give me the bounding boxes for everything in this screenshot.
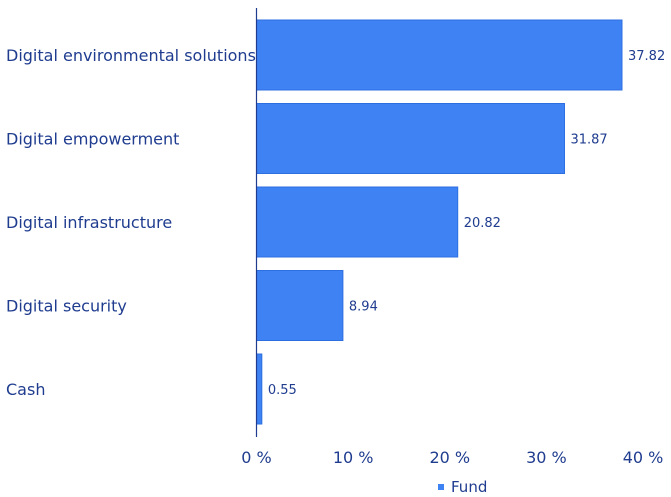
legend-label-fund: Fund xyxy=(451,478,487,496)
value-labels: 37.82 31.87 20.82 8.94 0.55 xyxy=(268,49,665,398)
bar-2 xyxy=(256,186,459,258)
category-label-3: Digital security xyxy=(6,297,127,316)
category-label-1: Digital empowerment xyxy=(6,130,179,149)
category-label-2: Digital infrastructure xyxy=(6,213,172,232)
bar-3 xyxy=(256,270,344,341)
category-label-4: Cash xyxy=(6,380,45,399)
x-axis-ticks: 0 % 10 % 20 % 30 % 40 % xyxy=(241,448,663,467)
value-label-1: 31.87 xyxy=(570,133,607,148)
x-tick-label-1: 10 % xyxy=(333,448,374,467)
legend: Fund xyxy=(438,478,487,496)
bar-4 xyxy=(256,353,263,425)
value-label-4: 0.55 xyxy=(268,383,297,398)
value-label-0: 37.82 xyxy=(628,49,665,64)
x-tick-label-3: 30 % xyxy=(526,448,567,467)
x-tick-label-2: 20 % xyxy=(429,448,470,467)
x-tick-label-4: 40 % xyxy=(623,448,664,467)
legend-swatch-fund xyxy=(438,484,444,490)
value-label-2: 20.82 xyxy=(464,216,501,231)
x-tick-label-0: 0 % xyxy=(241,448,271,467)
bar-1 xyxy=(256,103,565,174)
category-label-0: Digital environmental solutions xyxy=(6,46,256,65)
bar-0 xyxy=(256,19,623,91)
value-label-3: 8.94 xyxy=(349,300,378,315)
category-labels: Digital environmental solutions Digital e… xyxy=(6,46,256,399)
bars-layer xyxy=(256,19,623,425)
